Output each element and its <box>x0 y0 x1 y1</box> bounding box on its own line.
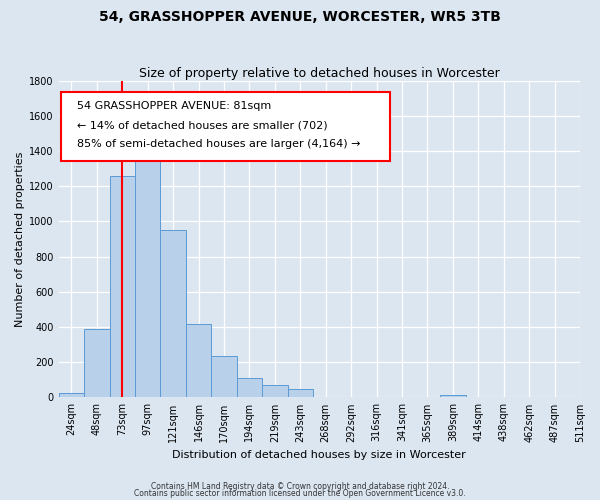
Bar <box>211 356 236 398</box>
Y-axis label: Number of detached properties: Number of detached properties <box>15 152 25 326</box>
Bar <box>186 324 211 398</box>
Title: Size of property relative to detached houses in Worcester: Size of property relative to detached ho… <box>139 66 500 80</box>
Bar <box>84 329 110 398</box>
Bar <box>110 176 135 398</box>
Text: Contains public sector information licensed under the Open Government Licence v3: Contains public sector information licen… <box>134 489 466 498</box>
X-axis label: Distribution of detached houses by size in Worcester: Distribution of detached houses by size … <box>172 450 466 460</box>
Bar <box>59 393 84 398</box>
FancyBboxPatch shape <box>61 92 390 162</box>
Text: Contains HM Land Registry data © Crown copyright and database right 2024.: Contains HM Land Registry data © Crown c… <box>151 482 449 491</box>
Text: 54 GRASSHOPPER AVENUE: 81sqm: 54 GRASSHOPPER AVENUE: 81sqm <box>77 102 271 112</box>
Bar <box>236 378 262 398</box>
Text: 54, GRASSHOPPER AVENUE, WORCESTER, WR5 3TB: 54, GRASSHOPPER AVENUE, WORCESTER, WR5 3… <box>99 10 501 24</box>
Bar <box>440 395 466 398</box>
Text: 85% of semi-detached houses are larger (4,164) →: 85% of semi-detached houses are larger (… <box>77 140 361 149</box>
Text: ← 14% of detached houses are smaller (702): ← 14% of detached houses are smaller (70… <box>77 120 328 130</box>
Bar <box>262 385 287 398</box>
Bar <box>135 153 160 398</box>
Bar <box>287 388 313 398</box>
Bar <box>160 230 186 398</box>
